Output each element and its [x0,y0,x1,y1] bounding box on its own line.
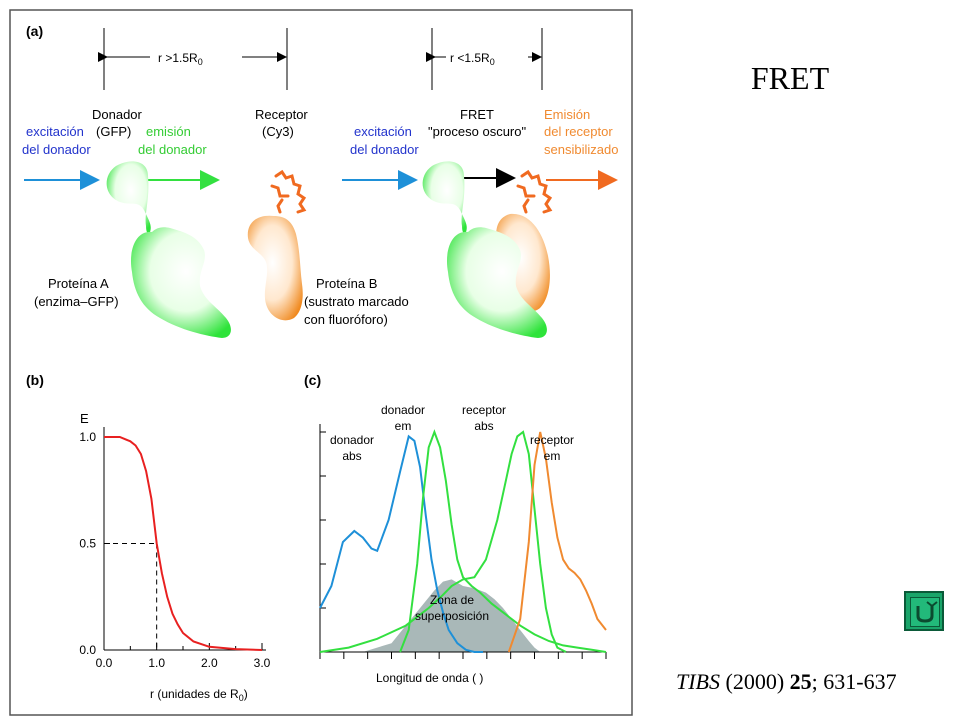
spectra-chart: donador abs donador em receptor abs receptor em… [319,403,607,685]
x-axis-title: r (unidades de R0) [150,687,248,703]
figure-frame [9,9,633,716]
y-axis-title: E [80,411,89,426]
citation-journal: TIBS [676,669,720,694]
panel-b-label: (b) [26,372,44,388]
y-tick-label: 0.0 [79,643,96,657]
receptor-emission-label-2: em [544,449,561,463]
protein-b-label: Proteína B [316,276,377,291]
excitation-label-right-2: del donador [350,142,419,157]
donor-excitation-label-2: del donador [22,142,91,157]
overlap-zone-label-2: superposición [415,609,489,623]
panel-a-label: (a) [26,23,43,39]
receptor-emission-label: receptor [530,433,574,447]
donor-gfp-label: (GFP) [96,124,131,139]
distance-far-label: r >1.5R0 [158,51,203,67]
receptor-title: Receptor [255,107,308,122]
y-tick-label: 0.5 [79,537,96,551]
donor-title: Donador [92,107,143,122]
return-icon [910,597,940,627]
protein-a-sublabel: (enzima–GFP) [34,294,119,309]
receptor-absorption-label-2: abs [474,419,493,433]
y-tick-label: 1.0 [79,430,96,444]
protein-a-label: Proteína A [48,276,109,291]
protein-a-bound [422,161,547,338]
donor-emission-label-2: em [395,419,412,433]
efficiency-curve [104,436,263,651]
cy3-dye-right [516,169,553,214]
citation: TIBS (2000) 25; 631-637 [676,669,897,695]
protein-b-sublabel-2: con fluoróforo) [304,312,388,327]
protein-b-sublabel: (sustrato marcado [304,294,409,309]
donor-excitation-label: excitación [26,124,84,139]
x-tick-label: 2.0 [201,656,218,670]
x-tick-label: 3.0 [254,656,271,670]
x-tick-label: 1.0 [148,656,165,670]
receptor-emission-curve [507,431,607,653]
citation-pages: ; 631-637 [811,669,897,694]
donor-absorption-label: donador [330,433,374,447]
efficiency-chart: E 0.0 0.5 1.0 0.0 1.0 2.0 3.0 r (unidades de R0) [79,411,270,703]
fret-label: FRET [460,107,494,122]
excitation-label-right: excitación [354,124,412,139]
sensitized-emission-label: Emisión [544,107,590,122]
donor-emission-label: emisión [146,124,191,139]
receptor-cy3-label: (Cy3) [262,124,294,139]
receptor-absorption-label: receptor [462,403,506,417]
return-button[interactable] [904,591,944,631]
sensitized-emission-label-3: sensibilizado [544,142,618,157]
citation-year: (2000) [725,669,785,694]
donor-emission-label-2: del donador [138,142,207,157]
receptor-absorption-curve [319,430,567,653]
x-tick-label: 0.0 [96,656,113,670]
protein-b-substrate [247,215,303,321]
donor-absorption-curve [319,434,483,653]
sensitized-emission-label-2: del receptor [544,124,613,139]
panel-c-label: (c) [304,372,321,388]
distance-near-label: r <1.5R0 [450,51,495,67]
citation-volume: 25 [789,669,812,694]
cy3-dye-left [270,169,307,214]
donor-emission-label: donador [381,403,425,417]
slide-title: FRET [750,60,830,96]
donor-absorption-label-2: abs [342,449,361,463]
dark-process-label: "proceso oscuro" [428,124,526,139]
overlap-zone-label: Zona de [430,593,474,607]
x-axis-title: Longitud de onda ( ) [376,671,483,685]
protein-a-enzyme-gfp [106,161,231,338]
